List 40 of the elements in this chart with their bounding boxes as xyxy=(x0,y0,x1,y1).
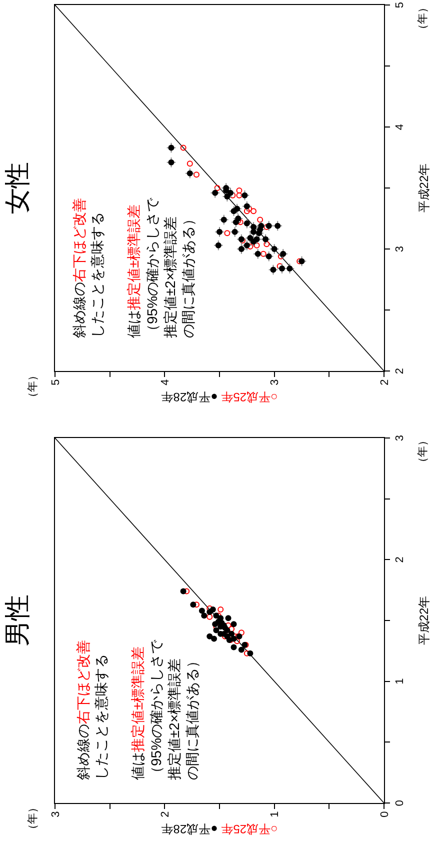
y-tick-label: 5 xyxy=(394,2,406,8)
x-tick-label: 5 xyxy=(50,379,62,386)
text: （年） xyxy=(417,2,429,35)
annotation: の間に真値がある） xyxy=(184,654,200,780)
x-tick-label: 0 xyxy=(378,811,391,818)
y-axis-title: 平成22年 xyxy=(417,163,432,213)
x-tick-label: 2 xyxy=(160,811,172,818)
y-tick-label: 2 xyxy=(394,368,406,374)
annotation: したことを意味する xyxy=(89,212,106,338)
y-tick-label: 1 xyxy=(394,678,406,684)
annotation: 右下ほど改善 xyxy=(71,198,87,282)
y-tick-label: 3 xyxy=(394,434,406,442)
text: 女性 xyxy=(2,162,32,214)
y-tick-label: 2 xyxy=(394,556,406,563)
text: ○平成25年 xyxy=(221,390,278,404)
text: ●平成28年 xyxy=(161,822,218,836)
x-tick-label: 2 xyxy=(378,379,391,386)
annotation: 推定値±2×標準誤差 xyxy=(162,216,178,338)
annotation: 右下ほど改善 xyxy=(75,640,91,724)
text: ●平成28年 xyxy=(161,390,218,404)
x-tick-label: 1 xyxy=(269,811,282,818)
text: （年） xyxy=(27,370,39,403)
annotation: （95%の確からしさで xyxy=(148,638,164,780)
annotation: （95%の確からしさで xyxy=(144,196,160,338)
annotation: したことを意味する xyxy=(93,654,110,780)
y-tick-label: 4 xyxy=(394,124,406,130)
text: 男性 xyxy=(2,594,32,646)
text: ○平成25年 xyxy=(221,822,278,836)
text: （年） xyxy=(27,802,39,835)
y-tick-label: 3 xyxy=(394,246,406,252)
annotation: 推定値±標準誤差 xyxy=(130,646,146,752)
x-tick-label: 3 xyxy=(269,379,282,386)
x-tick-label: 4 xyxy=(160,379,172,386)
annotation: の間に真値がある） xyxy=(180,212,196,338)
y-tick-label: 0 xyxy=(394,800,406,806)
y-axis-title: 平成22年 xyxy=(417,596,432,646)
annotation: 推定値±2×標準誤差 xyxy=(166,658,182,780)
annotation: 推定値±標準誤差 xyxy=(126,204,142,310)
text: （年） xyxy=(417,435,429,468)
x-tick-label: 3 xyxy=(50,811,62,818)
